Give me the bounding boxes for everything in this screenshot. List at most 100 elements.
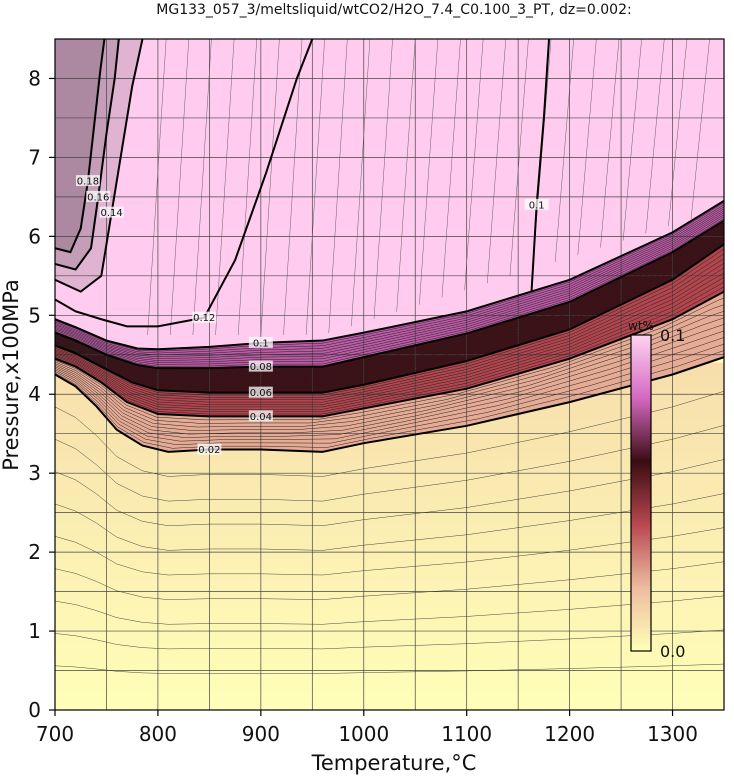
contour-minor-high <box>147 39 167 336</box>
x-tick-label: 1000 <box>338 722 389 746</box>
contour-label-0.06: 0.06 <box>248 386 273 399</box>
colorbar-scale <box>630 334 652 652</box>
x-axis-label: Temperature,°C <box>311 751 477 775</box>
x-axis-ticks: 700 800 900 1000 1100 1200 1300 <box>36 710 698 746</box>
colorbar-max-label: 0.1 <box>660 326 685 345</box>
contour-minor-high <box>554 39 574 262</box>
contour-minor <box>55 350 724 449</box>
y-tick-label: 1 <box>28 619 41 643</box>
contour-minor <box>55 311 724 428</box>
contour-label-0.14: 0.14 <box>99 206 124 219</box>
contour-minor <box>55 343 724 446</box>
contour-line-0.12 <box>55 39 314 328</box>
contour-minor-high <box>645 39 665 234</box>
contour-minor-high <box>328 39 348 334</box>
y-axis-label: Pressure,x100MPa <box>0 279 23 471</box>
contour-minor-high <box>690 39 710 220</box>
contour-minor-high <box>351 39 371 326</box>
y-tick-label: 8 <box>28 66 41 90</box>
contour-label-text: 0.06 <box>250 388 272 399</box>
colorbar: wt% 0.1 0.0 <box>628 319 685 661</box>
contour-label-0.1: 0.1 <box>524 198 549 211</box>
contour-minor <box>55 267 724 405</box>
contour-minor-high <box>509 39 529 277</box>
y-tick-label: 7 <box>28 145 41 169</box>
x-tick-label: 1100 <box>441 722 492 746</box>
contour-label-0.12: 0.12 <box>192 311 217 324</box>
contour-minor-high <box>419 39 439 305</box>
contour-minor-high <box>283 39 303 336</box>
contour-labels: 0.02 0.04 0.06 0.08 0.1 0.12 0.1 0.14 0.16 0.18 <box>75 175 549 456</box>
contour-minor-high <box>577 39 597 255</box>
contour-minor-high <box>396 39 416 312</box>
contour-label-text: 0.16 <box>87 192 109 203</box>
y-tick-label: 6 <box>28 224 41 248</box>
x-tick-label: 900 <box>242 722 280 746</box>
y-tick-label: 0 <box>28 698 41 722</box>
contour-minor-low <box>55 459 724 526</box>
contour-label-text: 0.1 <box>253 338 269 349</box>
contour-minor-high <box>373 39 393 319</box>
contour-minor-high <box>668 39 688 227</box>
contour-minor-low <box>55 629 724 650</box>
contour-minor <box>55 208 724 358</box>
field-high <box>55 39 724 350</box>
contour-minor-high <box>260 39 280 336</box>
contour-label-0.16: 0.16 <box>86 190 111 203</box>
contour-minor-low <box>55 561 724 600</box>
contour-minor <box>55 324 724 435</box>
x-tick-label: 1300 <box>647 722 698 746</box>
contour-label-0.08: 0.08 <box>248 360 273 373</box>
contour-minor <box>55 236 724 386</box>
contour-minor <box>55 227 724 376</box>
contour-minor <box>55 337 724 442</box>
x-tick-label: 700 <box>36 722 74 746</box>
contour-label-text: 0.12 <box>193 313 215 324</box>
contour-minor <box>55 206 724 356</box>
contour-label-text: 0.1 <box>529 200 545 211</box>
colorbar-unit: wt% <box>628 319 654 333</box>
chart-title: MG133_057_3/meltsliquid/wtCO2/H2O_7.4_C0… <box>156 2 631 18</box>
contour-minor-high <box>622 39 642 241</box>
contour-label-0.02: 0.02 <box>197 443 222 456</box>
contour-minor-high <box>170 39 190 336</box>
contour-minor <box>55 262 724 403</box>
contour-label-text: 0.18 <box>77 177 99 188</box>
contour-minor <box>55 330 724 438</box>
x-tick-label: 1200 <box>544 722 595 746</box>
contour-label-0.04: 0.04 <box>248 410 273 423</box>
contour-minor <box>55 212 724 361</box>
contour-minor-high <box>215 39 235 336</box>
contour-minor-low <box>55 493 724 551</box>
contour-label-0.1: 0.1 <box>248 336 273 349</box>
y-axis-ticks: 0 1 2 3 4 5 6 7 8 <box>28 66 55 722</box>
contour-minor-low <box>55 663 724 674</box>
colorbar-min-label: 0.0 <box>660 642 685 661</box>
contour-minor <box>55 317 724 431</box>
contour-minor <box>55 232 724 381</box>
contour-minor <box>55 272 724 408</box>
field-steep-0.18 <box>55 39 105 253</box>
contour-label-text: 0.02 <box>198 445 220 456</box>
contour-minor-low <box>55 527 724 576</box>
field-steep-0.16 <box>55 39 119 270</box>
contour-minor-high <box>464 39 484 291</box>
contour-line-0.02 <box>55 356 724 453</box>
contour-minor-high <box>600 39 620 248</box>
contour-label-0.18: 0.18 <box>75 175 100 188</box>
y-tick-label: 2 <box>28 540 41 564</box>
contour-label-text: 0.14 <box>100 208 122 219</box>
contour-minor-high <box>441 39 461 298</box>
y-tick-label: 5 <box>28 303 41 327</box>
plot-frame <box>54 38 725 711</box>
contour-minor-high <box>487 39 507 284</box>
contour-minor-high <box>237 39 257 336</box>
contour-minor-high <box>192 39 212 336</box>
x-tick-label: 800 <box>139 722 177 746</box>
y-tick-label: 3 <box>28 461 41 485</box>
contour-minor <box>55 214 724 363</box>
contour-minor <box>55 277 724 410</box>
contour-minor <box>55 225 724 374</box>
contour-minor <box>55 210 724 359</box>
contour-minor-low <box>55 595 724 625</box>
